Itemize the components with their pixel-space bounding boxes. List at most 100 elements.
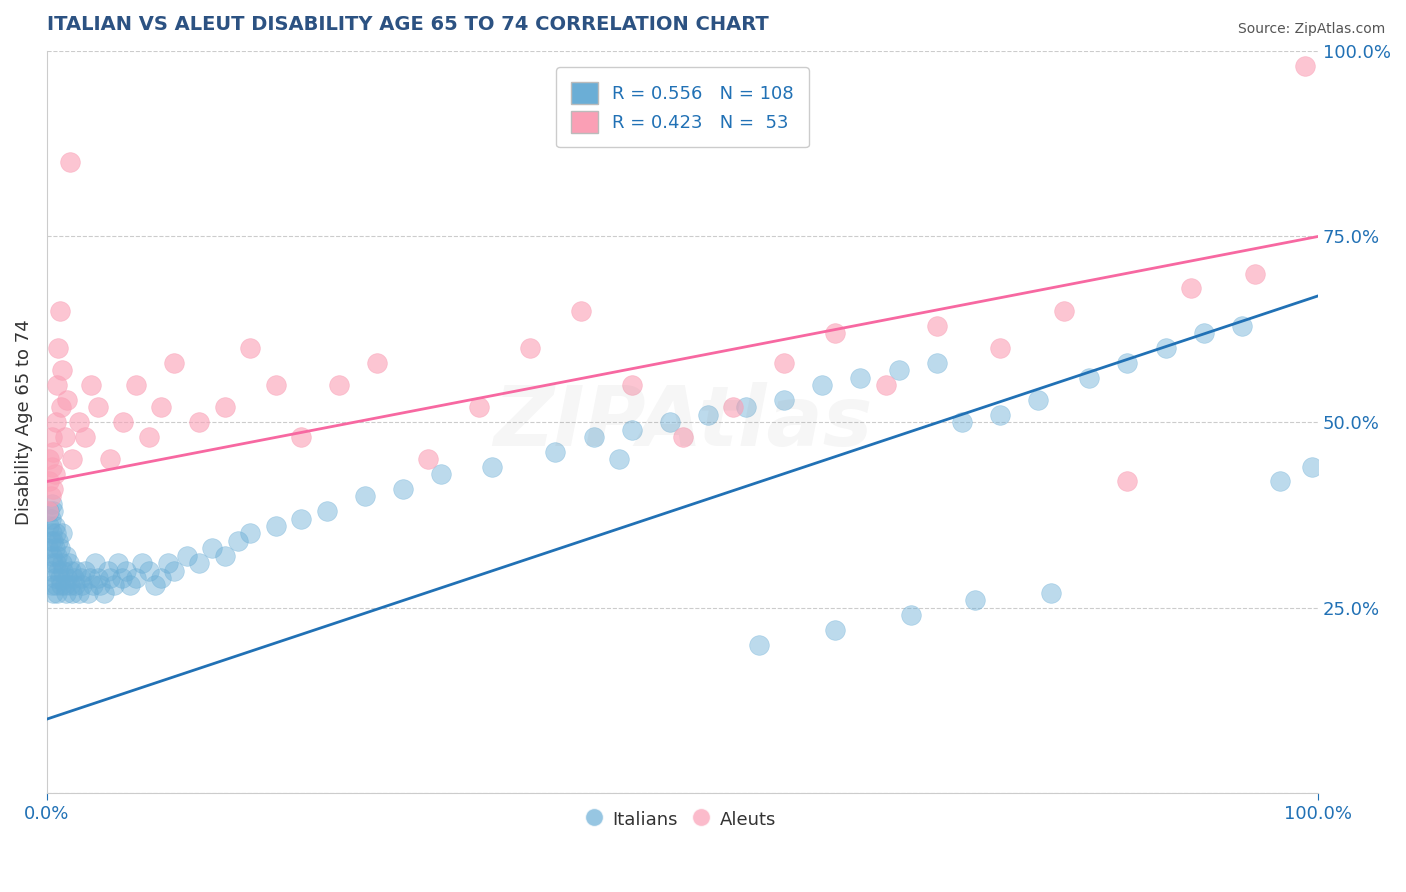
Point	[1116, 475, 1139, 489]
Point	[658, 415, 681, 429]
Point	[89, 578, 111, 592]
Point	[39, 533, 62, 548]
Point	[430, 467, 453, 481]
Point	[103, 578, 125, 592]
Point	[290, 511, 312, 525]
Point	[1230, 318, 1253, 333]
Point	[56, 392, 79, 407]
Point	[201, 541, 224, 556]
Point	[76, 586, 98, 600]
Point	[41, 549, 63, 563]
Point	[1294, 59, 1316, 73]
Point	[887, 363, 910, 377]
Point	[37, 504, 59, 518]
Point	[38, 452, 60, 467]
Point	[46, 378, 69, 392]
Point	[988, 408, 1011, 422]
Point	[63, 578, 86, 592]
Point	[58, 556, 80, 570]
Point	[39, 489, 62, 503]
Point	[315, 504, 337, 518]
Point	[41, 459, 63, 474]
Point	[290, 430, 312, 444]
Point	[67, 415, 90, 429]
Point	[51, 556, 73, 570]
Point	[87, 571, 110, 585]
Point	[48, 541, 70, 556]
Point	[1243, 267, 1265, 281]
Point	[620, 378, 643, 392]
Point	[1053, 303, 1076, 318]
Point	[51, 526, 73, 541]
Point	[226, 533, 249, 548]
Point	[59, 155, 82, 169]
Point	[544, 444, 567, 458]
Point	[811, 378, 834, 392]
Point	[849, 370, 872, 384]
Point	[468, 401, 491, 415]
Point	[79, 571, 101, 585]
Point	[1301, 459, 1323, 474]
Point	[53, 578, 76, 592]
Point	[353, 489, 375, 503]
Point	[67, 586, 90, 600]
Point	[925, 356, 948, 370]
Point	[900, 608, 922, 623]
Point	[60, 586, 83, 600]
Point	[264, 519, 287, 533]
Point	[607, 452, 630, 467]
Point	[53, 430, 76, 444]
Point	[988, 341, 1011, 355]
Point	[87, 401, 110, 415]
Point	[38, 475, 60, 489]
Point	[46, 549, 69, 563]
Point	[49, 578, 72, 592]
Point	[44, 541, 66, 556]
Point	[45, 578, 67, 592]
Point	[59, 578, 82, 592]
Point	[45, 556, 67, 570]
Point	[950, 415, 973, 429]
Point	[45, 526, 67, 541]
Point	[100, 571, 122, 585]
Point	[72, 578, 94, 592]
Point	[80, 378, 103, 392]
Point	[41, 578, 63, 592]
Point	[55, 586, 77, 600]
Point	[1040, 586, 1063, 600]
Point	[111, 571, 134, 585]
Point	[875, 378, 897, 392]
Point	[188, 415, 211, 429]
Point	[1078, 370, 1101, 384]
Point	[62, 571, 84, 585]
Point	[42, 504, 65, 518]
Point	[42, 533, 65, 548]
Point	[131, 556, 153, 570]
Point	[1192, 326, 1215, 340]
Point	[46, 341, 69, 355]
Point	[60, 564, 83, 578]
Point	[824, 326, 846, 340]
Point	[46, 564, 69, 578]
Point	[84, 556, 107, 570]
Point	[44, 571, 66, 585]
Point	[39, 511, 62, 525]
Point	[41, 526, 63, 541]
Point	[82, 578, 104, 592]
Point	[214, 401, 236, 415]
Point	[55, 549, 77, 563]
Point	[1116, 356, 1139, 370]
Point	[70, 571, 93, 585]
Point	[93, 586, 115, 600]
Text: Source: ZipAtlas.com: Source: ZipAtlas.com	[1237, 22, 1385, 37]
Legend: Italians, Aleuts: Italians, Aleuts	[582, 803, 783, 837]
Point	[48, 303, 70, 318]
Point	[824, 623, 846, 637]
Point	[1154, 341, 1177, 355]
Point	[773, 392, 796, 407]
Point	[963, 593, 986, 607]
Point	[366, 356, 388, 370]
Point	[37, 541, 59, 556]
Point	[176, 549, 198, 563]
Point	[49, 401, 72, 415]
